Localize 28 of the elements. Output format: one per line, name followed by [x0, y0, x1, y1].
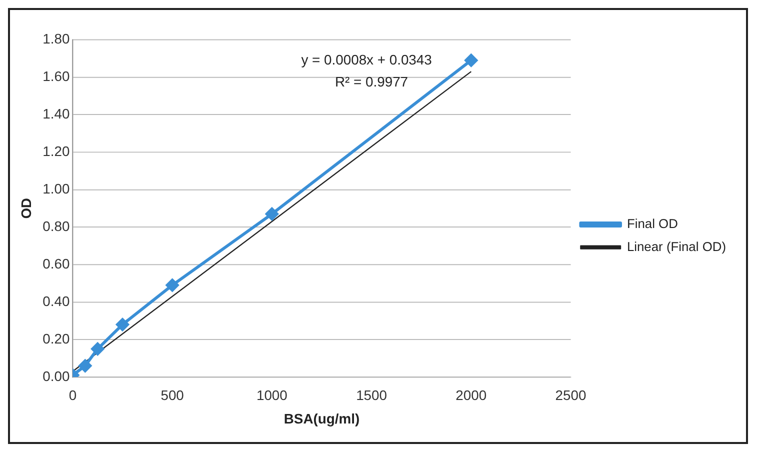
y-tick-label: 1.20 — [42, 143, 70, 159]
x-tick-label: 2000 — [456, 387, 487, 404]
x-tick-label: 0 — [68, 387, 77, 404]
y-tick-label: 1.80 — [42, 30, 70, 47]
y-tick-label: 1.00 — [42, 180, 70, 196]
point — [91, 342, 104, 356]
legend-label: Final OD — [626, 216, 678, 232]
point — [464, 54, 478, 67]
point — [265, 208, 278, 220]
y-tick-label: 0.00 — [42, 368, 70, 384]
annotation: y = 0.0008x + 0.0343 — [301, 52, 432, 68]
x-axis-title: BSA(ug/ml) — [284, 410, 360, 427]
point — [166, 278, 179, 292]
x-tick-label: 1500 — [356, 387, 388, 404]
y-tick-label: 0.20 — [42, 330, 70, 346]
legend-label: Linear (Final OD) — [626, 238, 726, 254]
point — [78, 359, 92, 372]
y-tick-label: 1.40 — [42, 106, 70, 122]
y-axis-title: OD — [18, 198, 34, 219]
point — [116, 318, 129, 331]
y-tick-label: 1.60 — [42, 68, 70, 84]
x-tick-label: 2500 — [555, 387, 586, 404]
annotation: R² = 0.9977 — [335, 73, 408, 90]
y-tick-label: 0.40 — [42, 292, 70, 309]
y-tick-label: 0.80 — [42, 218, 70, 234]
x-tick-label: 500 — [160, 387, 184, 404]
y-tick-label: 0.60 — [42, 255, 70, 272]
x-tick-label: 1000 — [256, 387, 288, 404]
